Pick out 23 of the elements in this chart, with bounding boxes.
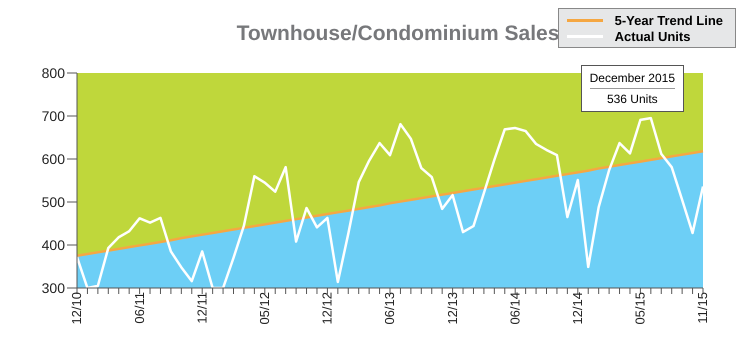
x-tick-label: 12/11 <box>194 292 210 324</box>
y-tick-label: 700 <box>42 108 66 124</box>
annotation: December 2015 <box>590 70 675 87</box>
y-tick-label: 800 <box>42 64 66 81</box>
y-tick-label: 500 <box>42 194 66 210</box>
x-tick-label: 05/12 <box>257 292 272 325</box>
x-tick-label: 06/11 <box>132 292 147 324</box>
x-tick-label: 05/15 <box>632 292 648 325</box>
x-tick-label: 12/10 <box>69 292 84 325</box>
y-tick-label: 300 <box>42 280 66 296</box>
annotation: 536 Units <box>590 88 675 109</box>
x-tick-label: 12/13 <box>444 292 460 325</box>
legend-label: Actual Units <box>614 28 690 44</box>
legend-label: 5-Year Trend Line <box>614 12 723 28</box>
y-tick-label: 600 <box>42 150 66 167</box>
x-tick-label: 12/12 <box>320 292 335 325</box>
y-tick-label: 400 <box>42 236 66 253</box>
x-tick-label: 06/13 <box>382 292 398 325</box>
chart-title: Townhouse/Condominium Sales <box>236 22 560 46</box>
x-tick-label: 11/15 <box>695 292 710 324</box>
x-tick-label: 12/14 <box>570 292 586 325</box>
line-series <box>76 150 704 257</box>
x-tick-label: 06/14 <box>507 292 522 325</box>
